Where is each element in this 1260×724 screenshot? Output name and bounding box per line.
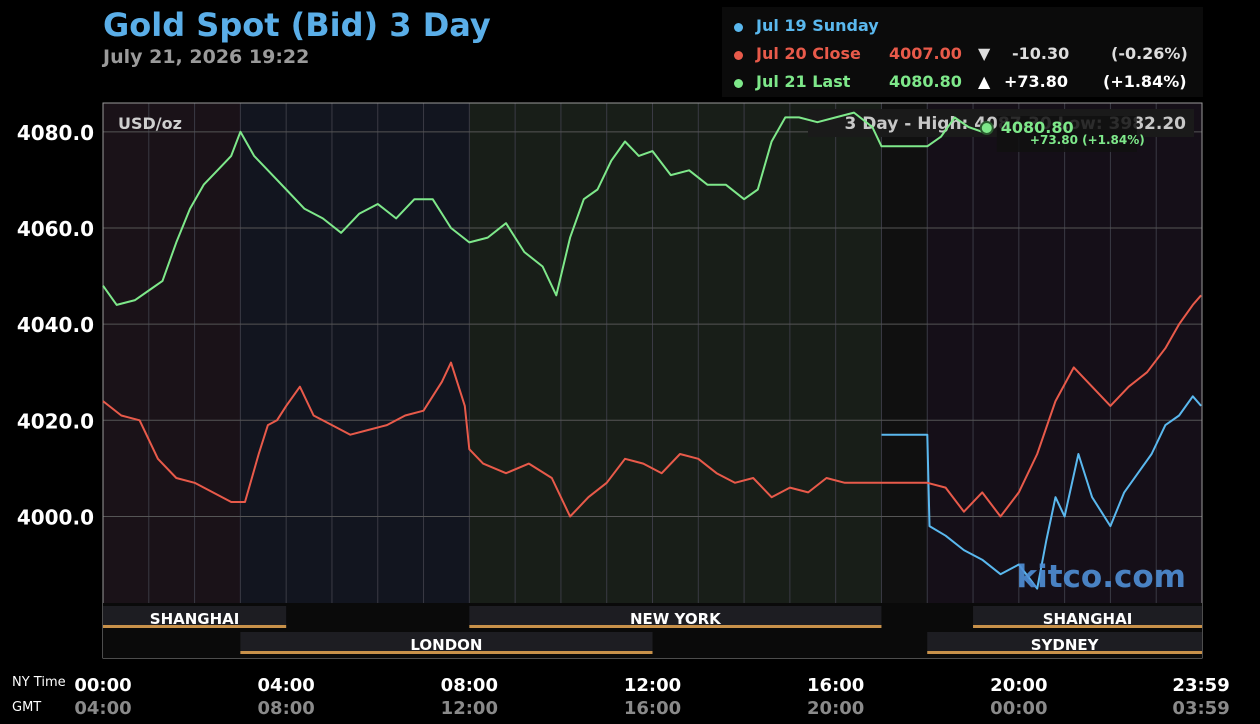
x-tick-label-ny: 20:00	[990, 675, 1047, 696]
x-tick-label-gmt: 16:00	[624, 698, 681, 719]
last-value-marker	[979, 121, 994, 135]
up-arrow-icon: ▲	[978, 72, 991, 91]
last-value-label: 4080.80	[1001, 118, 1074, 137]
y-tick-label: 4000.0	[17, 505, 94, 529]
session-bar-underline	[469, 625, 882, 628]
x-tick-label-gmt: 00:00	[990, 698, 1047, 719]
series-line	[102, 111, 988, 306]
series-dot-icon	[734, 23, 743, 32]
x-tick-label-gmt: 03:59	[1172, 698, 1229, 719]
x-tick-label-ny: 04:00	[258, 675, 315, 696]
legend-percent: (-0.26%)	[1111, 44, 1188, 63]
x-tick-label-gmt: 08:00	[258, 698, 315, 719]
session-bar-underline	[973, 625, 1202, 628]
ny-time-label: NY Time	[12, 675, 66, 690]
session-bar-underline	[927, 651, 1202, 654]
session-bar	[973, 606, 1202, 628]
legend-percent: (+1.84%)	[1103, 72, 1187, 91]
x-tick-label-ny: 12:00	[624, 675, 681, 696]
x-tick-label-ny: 16:00	[807, 675, 864, 696]
session-bar-underline	[240, 651, 653, 654]
session-label: SHANGHAI	[1043, 610, 1133, 628]
chart-title: Gold Spot (Bid) 3 Day	[103, 6, 491, 44]
legend-label: Jul 20 Close	[756, 44, 861, 63]
legend-item-close: Jul 20 Close 4007.00 ▼ -10.30 (-0.26%)	[722, 44, 1203, 68]
legend-item-last: Jul 21 Last 4080.80 ▲ +73.80 (+1.84%)	[722, 72, 1203, 96]
last-value-box	[996, 116, 1137, 152]
session-shading	[881, 103, 928, 603]
legend-item-sunday: Jul 19 Sunday	[722, 16, 1203, 40]
legend-label: Jul 19 Sunday	[756, 16, 879, 35]
series-line	[881, 395, 1202, 590]
session-label: NEW YORK	[630, 610, 722, 628]
legend-change: -10.30	[1012, 44, 1070, 63]
y-tick-label: 4080.0	[17, 121, 94, 145]
session-bar	[927, 632, 1202, 654]
watermark-logo: kitco.com	[1017, 559, 1187, 595]
x-tick-label-ny: 08:00	[441, 675, 498, 696]
legend-price: 4007.00	[889, 44, 962, 63]
y-tick-label: 4020.0	[17, 409, 94, 433]
x-tick-label-gmt: 12:00	[441, 698, 498, 719]
session-label: LONDON	[410, 636, 482, 654]
legend: Jul 19 Sunday Jul 20 Close 4007.00 ▼ -10…	[722, 7, 1203, 97]
series-dot-icon	[734, 79, 743, 88]
y-tick-label: 4060.0	[17, 217, 94, 241]
session-bar	[240, 632, 653, 654]
session-shading	[469, 103, 882, 603]
chart-timestamp: July 21, 2026 19:22	[103, 46, 310, 68]
x-tick-label-gmt: 20:00	[807, 698, 864, 719]
x-tick-label-gmt: 04:00	[74, 698, 131, 719]
unit-label: USD/oz	[118, 114, 182, 133]
y-tick-label: 4040.0	[17, 313, 94, 337]
legend-price: 4080.80	[889, 72, 962, 91]
gmt-label: GMT	[12, 700, 41, 715]
down-arrow-icon: ▼	[978, 44, 991, 63]
session-bar	[469, 606, 882, 628]
legend-change: +73.80	[1004, 72, 1069, 91]
series-line	[102, 294, 1202, 518]
series-dot-icon	[734, 51, 743, 60]
session-label: SYDNEY	[1031, 636, 1100, 654]
session-shading	[240, 103, 470, 603]
session-shading	[103, 103, 241, 603]
x-tick-label-ny: 00:00	[74, 675, 131, 696]
session-bar	[103, 606, 287, 628]
session-bar-underline	[103, 625, 287, 628]
session-label: SHANGHAI	[150, 610, 240, 628]
legend-label: Jul 21 Last	[756, 72, 851, 91]
x-tick-label-ny: 23:59	[1172, 675, 1229, 696]
last-value-change: +73.80 (+1.84%)	[1030, 133, 1145, 147]
